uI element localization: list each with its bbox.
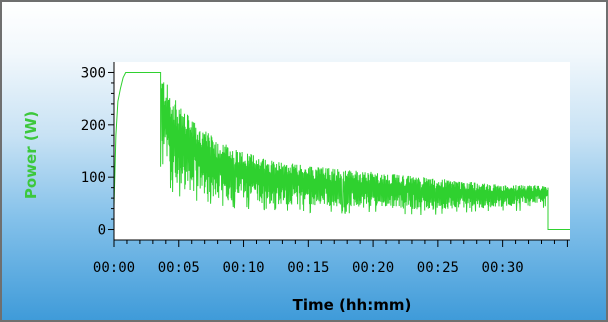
y-tick-label: 0 bbox=[98, 223, 106, 239]
y-tick-label: 100 bbox=[81, 170, 106, 186]
x-tick-label: 00:00 bbox=[93, 260, 135, 276]
series-0-line bbox=[113, 72, 162, 207]
x-tick-label: 00:05 bbox=[158, 260, 200, 276]
x-tick-label: 00:20 bbox=[352, 260, 394, 276]
x-axis-title: Time (hh:mm) bbox=[293, 296, 412, 314]
x-tick-label: 00:25 bbox=[417, 260, 459, 276]
y-tick-label: 300 bbox=[81, 65, 106, 81]
series-layer bbox=[113, 72, 570, 230]
series-2-line bbox=[547, 187, 570, 230]
series-1-line bbox=[161, 82, 549, 216]
y-tick-label: 200 bbox=[81, 118, 106, 134]
x-tick-label: 00:30 bbox=[482, 260, 524, 276]
ticks-layer: 0 100 200 300 00:00 00:05 00:10 00:15 00:20 00:25… bbox=[81, 65, 568, 276]
y-axis-title: Power (W) bbox=[22, 111, 40, 199]
x-tick-label: 00:10 bbox=[222, 260, 264, 276]
x-tick-label: 00:15 bbox=[287, 260, 329, 276]
